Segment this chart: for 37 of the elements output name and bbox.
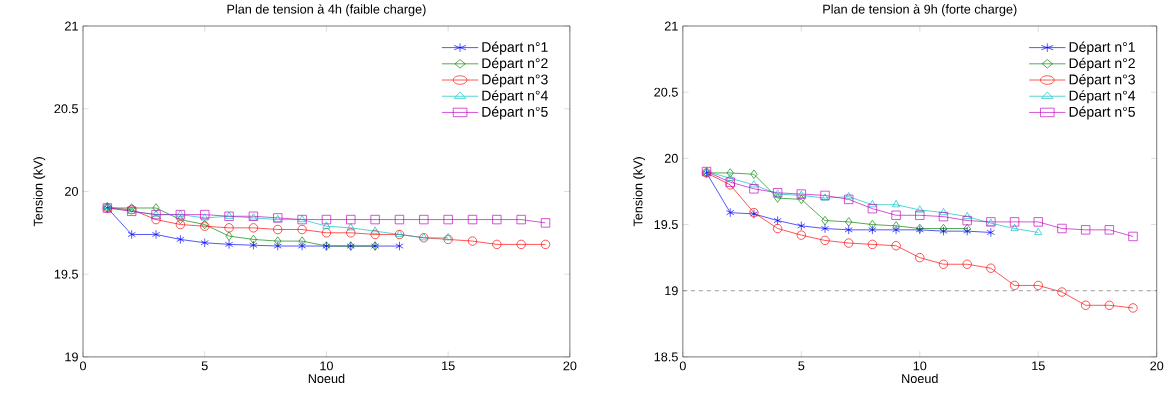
y-tick-label: 19: [65, 352, 78, 362]
x-axis-title: Noeud: [902, 373, 938, 384]
y-tick-label: 19.5: [54, 269, 78, 279]
y-tick-label: 21: [65, 21, 78, 31]
legend-label: Départ n°2: [482, 57, 548, 71]
legend-label: Départ n°1: [482, 41, 548, 55]
x-tick-label: 15: [1032, 361, 1045, 371]
legend-label: Départ n°3: [482, 73, 548, 88]
y-tick-label: 21: [664, 21, 678, 31]
chart-title: Plan de tension à 9h (forte charge): [823, 4, 1017, 17]
legend-label: Départ n°4: [482, 90, 548, 104]
x-tick-label: 20: [1150, 361, 1164, 371]
x-tick-label: 20: [563, 361, 577, 371]
x-tick-label: 0: [679, 361, 686, 371]
y-axis-title: Tension (kV): [33, 157, 46, 227]
y-tick-label: 20.5: [54, 104, 78, 114]
y-axis-title: Tension (kV): [633, 157, 645, 227]
legend-label: Départ n°1: [1069, 41, 1135, 55]
x-tick-label: 10: [320, 361, 333, 371]
chart-title: Plan de tension à 4h (faible charge): [227, 4, 426, 17]
legend-label: Départ n°5: [1069, 106, 1135, 120]
x-tick-label: 5: [798, 361, 805, 371]
x-axis-title: Noeud: [308, 373, 345, 384]
y-tick-label: 20.5: [654, 87, 678, 97]
x-tick-label: 15: [442, 361, 455, 371]
y-tick-label: 18.5: [654, 352, 678, 362]
y-tick-label: 20: [65, 187, 79, 196]
legend-label: Départ n°2: [1069, 57, 1135, 71]
y-tick-label: 19.5: [654, 220, 678, 230]
legend-label: Départ n°4: [1069, 90, 1136, 104]
y-tick-label: 19: [665, 286, 678, 296]
x-tick-label: 0: [79, 361, 87, 371]
x-tick-label: 10: [913, 361, 927, 371]
legend-label: Départ n°3: [1069, 73, 1135, 88]
y-tick-label: 20: [664, 153, 678, 163]
x-tick-label: 5: [201, 361, 208, 371]
legend-label: Départ n°5: [482, 106, 548, 120]
